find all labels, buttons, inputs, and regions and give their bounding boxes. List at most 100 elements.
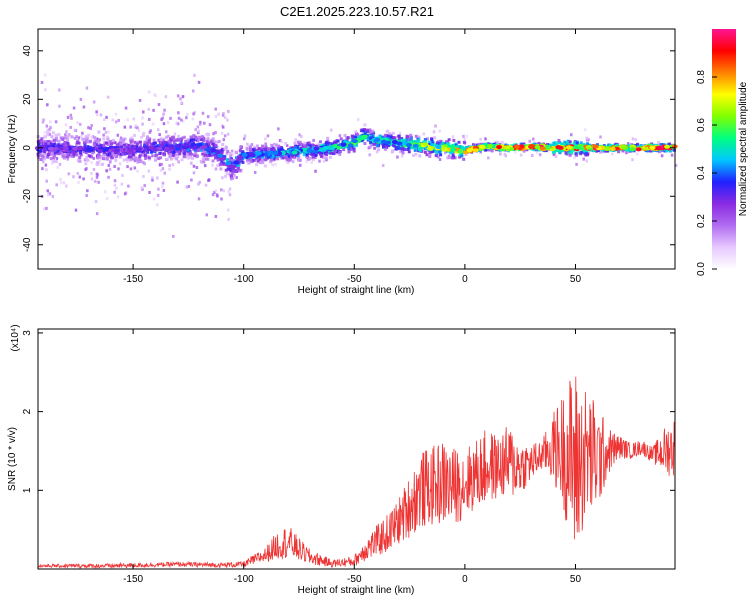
speckle xyxy=(221,176,224,180)
band-cell xyxy=(184,149,188,153)
band-cell xyxy=(369,130,373,134)
speckle xyxy=(148,190,151,194)
speckle xyxy=(46,128,49,132)
band-cell xyxy=(435,141,439,145)
band-cell xyxy=(554,148,558,152)
band-cell xyxy=(322,143,326,147)
speckle xyxy=(39,157,42,161)
ridge-cell xyxy=(620,144,627,149)
speckle xyxy=(514,150,517,154)
band-cell xyxy=(203,153,207,157)
band-cell xyxy=(225,159,229,163)
ridge-cell xyxy=(62,146,69,151)
ridge-cell xyxy=(604,146,611,151)
band-cell xyxy=(296,154,300,158)
x-tick-label: 0 xyxy=(462,274,468,285)
band-cell xyxy=(369,133,373,137)
band-cell xyxy=(104,141,108,145)
y-tick-label: -40 xyxy=(22,237,33,252)
speckle xyxy=(102,133,105,137)
ridge-cell xyxy=(291,150,298,155)
band-cell xyxy=(48,140,52,144)
speckle xyxy=(40,81,44,85)
speckle xyxy=(117,118,120,122)
speckle xyxy=(65,130,68,134)
band-cell xyxy=(258,157,262,161)
ridge-cell xyxy=(649,145,656,150)
band-cell xyxy=(171,136,175,140)
band-cell xyxy=(201,135,205,139)
band-cell xyxy=(84,138,88,142)
band-cell xyxy=(114,158,118,162)
band-cell xyxy=(62,156,66,160)
band-cell xyxy=(305,153,309,157)
band-cell xyxy=(398,137,402,141)
band-cell xyxy=(632,149,636,153)
band-cell xyxy=(161,138,165,142)
ridge-cell xyxy=(504,145,511,150)
speckle xyxy=(156,128,160,132)
band-cell xyxy=(432,148,436,152)
speckle xyxy=(519,153,523,157)
band-cell xyxy=(274,143,278,147)
band-cell xyxy=(425,153,429,157)
speckle xyxy=(147,169,151,173)
band-cell xyxy=(130,139,134,143)
speckle xyxy=(575,162,578,166)
band-cell xyxy=(311,158,315,162)
band-cell xyxy=(392,136,396,140)
band-cell xyxy=(558,149,562,153)
band-cell xyxy=(520,142,524,146)
band-cell xyxy=(271,146,275,150)
ridge-cell xyxy=(466,148,473,153)
band-cell xyxy=(108,144,112,148)
band-cell xyxy=(327,141,331,145)
speckle xyxy=(87,126,90,130)
speckle xyxy=(338,134,342,138)
band-cell xyxy=(171,153,175,157)
ridge-cell xyxy=(534,145,541,150)
ridge-cell xyxy=(272,151,279,156)
band-cell xyxy=(525,148,529,152)
speckle xyxy=(95,212,99,216)
y-tick-label: 0 xyxy=(22,145,33,151)
speckle xyxy=(216,145,220,149)
band-cell xyxy=(96,161,100,165)
band-cell xyxy=(207,143,211,147)
speckle xyxy=(432,130,436,134)
band-cell xyxy=(51,150,55,154)
band-cell xyxy=(608,143,612,147)
band-cell xyxy=(132,133,136,137)
band-cell xyxy=(147,156,151,160)
speckle xyxy=(299,152,302,156)
band-cell xyxy=(405,135,409,139)
ridge-cell xyxy=(585,145,592,150)
speckle xyxy=(203,121,206,125)
band-cell xyxy=(100,162,104,166)
band-cell xyxy=(441,141,445,145)
band-cell xyxy=(311,144,315,148)
band-cell xyxy=(117,142,121,146)
speckle xyxy=(291,160,295,164)
band-cell xyxy=(206,137,210,141)
band-cell xyxy=(79,151,83,155)
y-tick-label: 20 xyxy=(22,93,33,105)
band-cell xyxy=(603,149,607,153)
spectrogram-y-label: Frequency (Hz) xyxy=(7,115,18,184)
speckle xyxy=(462,134,465,138)
band-cell xyxy=(187,152,191,156)
band-cell xyxy=(41,154,45,158)
speckle xyxy=(113,190,116,194)
ridge-cell xyxy=(233,160,240,165)
speckle xyxy=(631,137,635,141)
speckle xyxy=(103,141,106,145)
speckle xyxy=(149,129,152,133)
speckle xyxy=(103,117,106,121)
band-cell xyxy=(50,134,54,138)
band-cell xyxy=(651,143,655,147)
y-tick-label: -20 xyxy=(22,189,33,204)
band-cell xyxy=(66,152,70,156)
band-cell xyxy=(64,136,68,140)
speckle xyxy=(129,125,132,129)
speckle xyxy=(193,73,196,77)
